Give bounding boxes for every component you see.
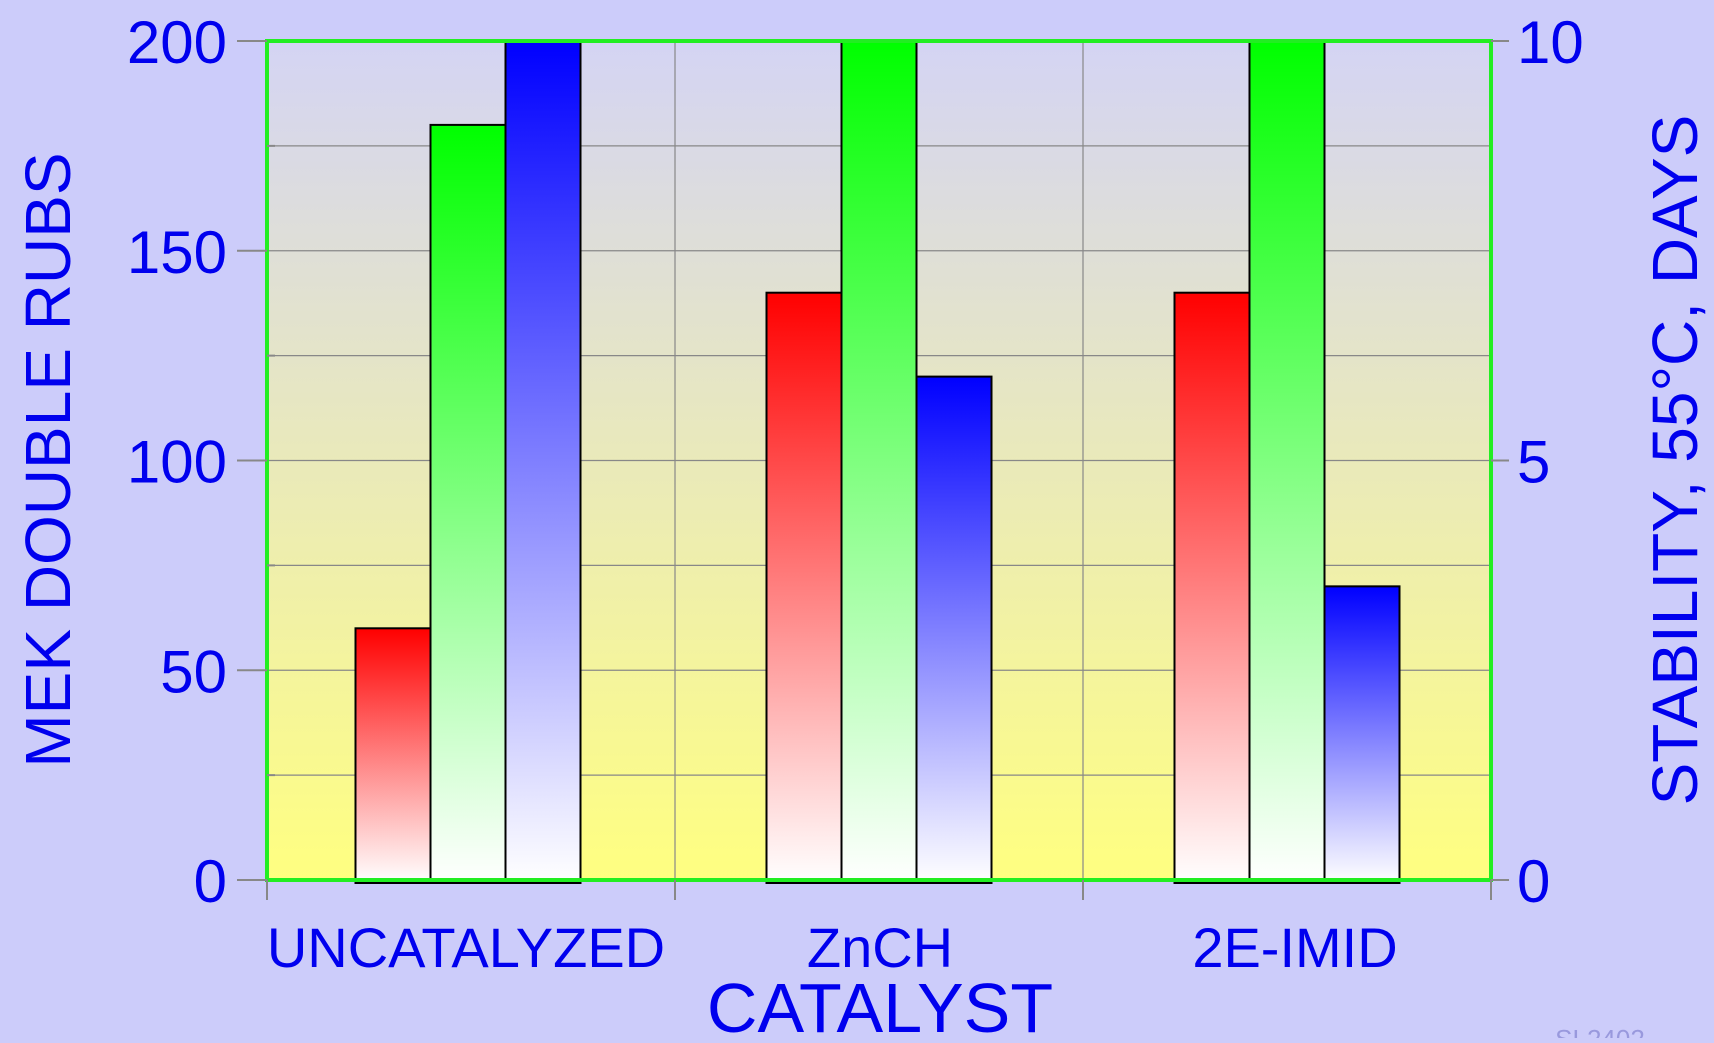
x-axis-title: CATALYST bbox=[707, 969, 1053, 1038]
y-tick-label: 100 bbox=[127, 429, 227, 496]
y2-tick-label: 5 bbox=[1517, 429, 1550, 496]
y-tick-label: 150 bbox=[127, 219, 227, 286]
bar-uncatalyzed-series-1 bbox=[354, 627, 432, 884]
bar-uncatalyzed-series-2 bbox=[429, 123, 507, 884]
bar-2e-imid-series-3 bbox=[1323, 585, 1401, 884]
y-tick-label: 200 bbox=[127, 9, 227, 76]
x-tick-label: UNCATALYZED bbox=[267, 916, 665, 979]
y-tick-label: 0 bbox=[194, 848, 227, 915]
bar-znch-series-1 bbox=[765, 291, 843, 884]
y2-tick-label: 10 bbox=[1517, 9, 1584, 76]
y-axis-title: MEK DOUBLE RUBS bbox=[12, 152, 84, 767]
y2-axis-title: STABILITY, 55°C, DAYS bbox=[1639, 115, 1711, 806]
bar-znch-series-2 bbox=[840, 40, 918, 884]
y-tick-label: 50 bbox=[160, 638, 227, 705]
bar-znch-series-3 bbox=[915, 375, 993, 884]
bar-2e-imid-series-1 bbox=[1173, 291, 1251, 884]
tick-labels: 0 50 100 150 200 0 5 10 UNCATALYZED ZnCH 2E-IMID bbox=[127, 9, 1584, 979]
y2-tick-label: 0 bbox=[1517, 848, 1550, 915]
bar-2e-imid-series-2 bbox=[1248, 40, 1326, 884]
x-tick-label: 2E-IMID bbox=[1192, 916, 1397, 979]
bar-uncatalyzed-series-3 bbox=[504, 40, 582, 884]
footer-code: SL2402 bbox=[1555, 1024, 1645, 1038]
x-tick-label: ZnCH bbox=[807, 916, 953, 979]
axis-ticks bbox=[237, 40, 1509, 900]
bars bbox=[354, 40, 1401, 884]
